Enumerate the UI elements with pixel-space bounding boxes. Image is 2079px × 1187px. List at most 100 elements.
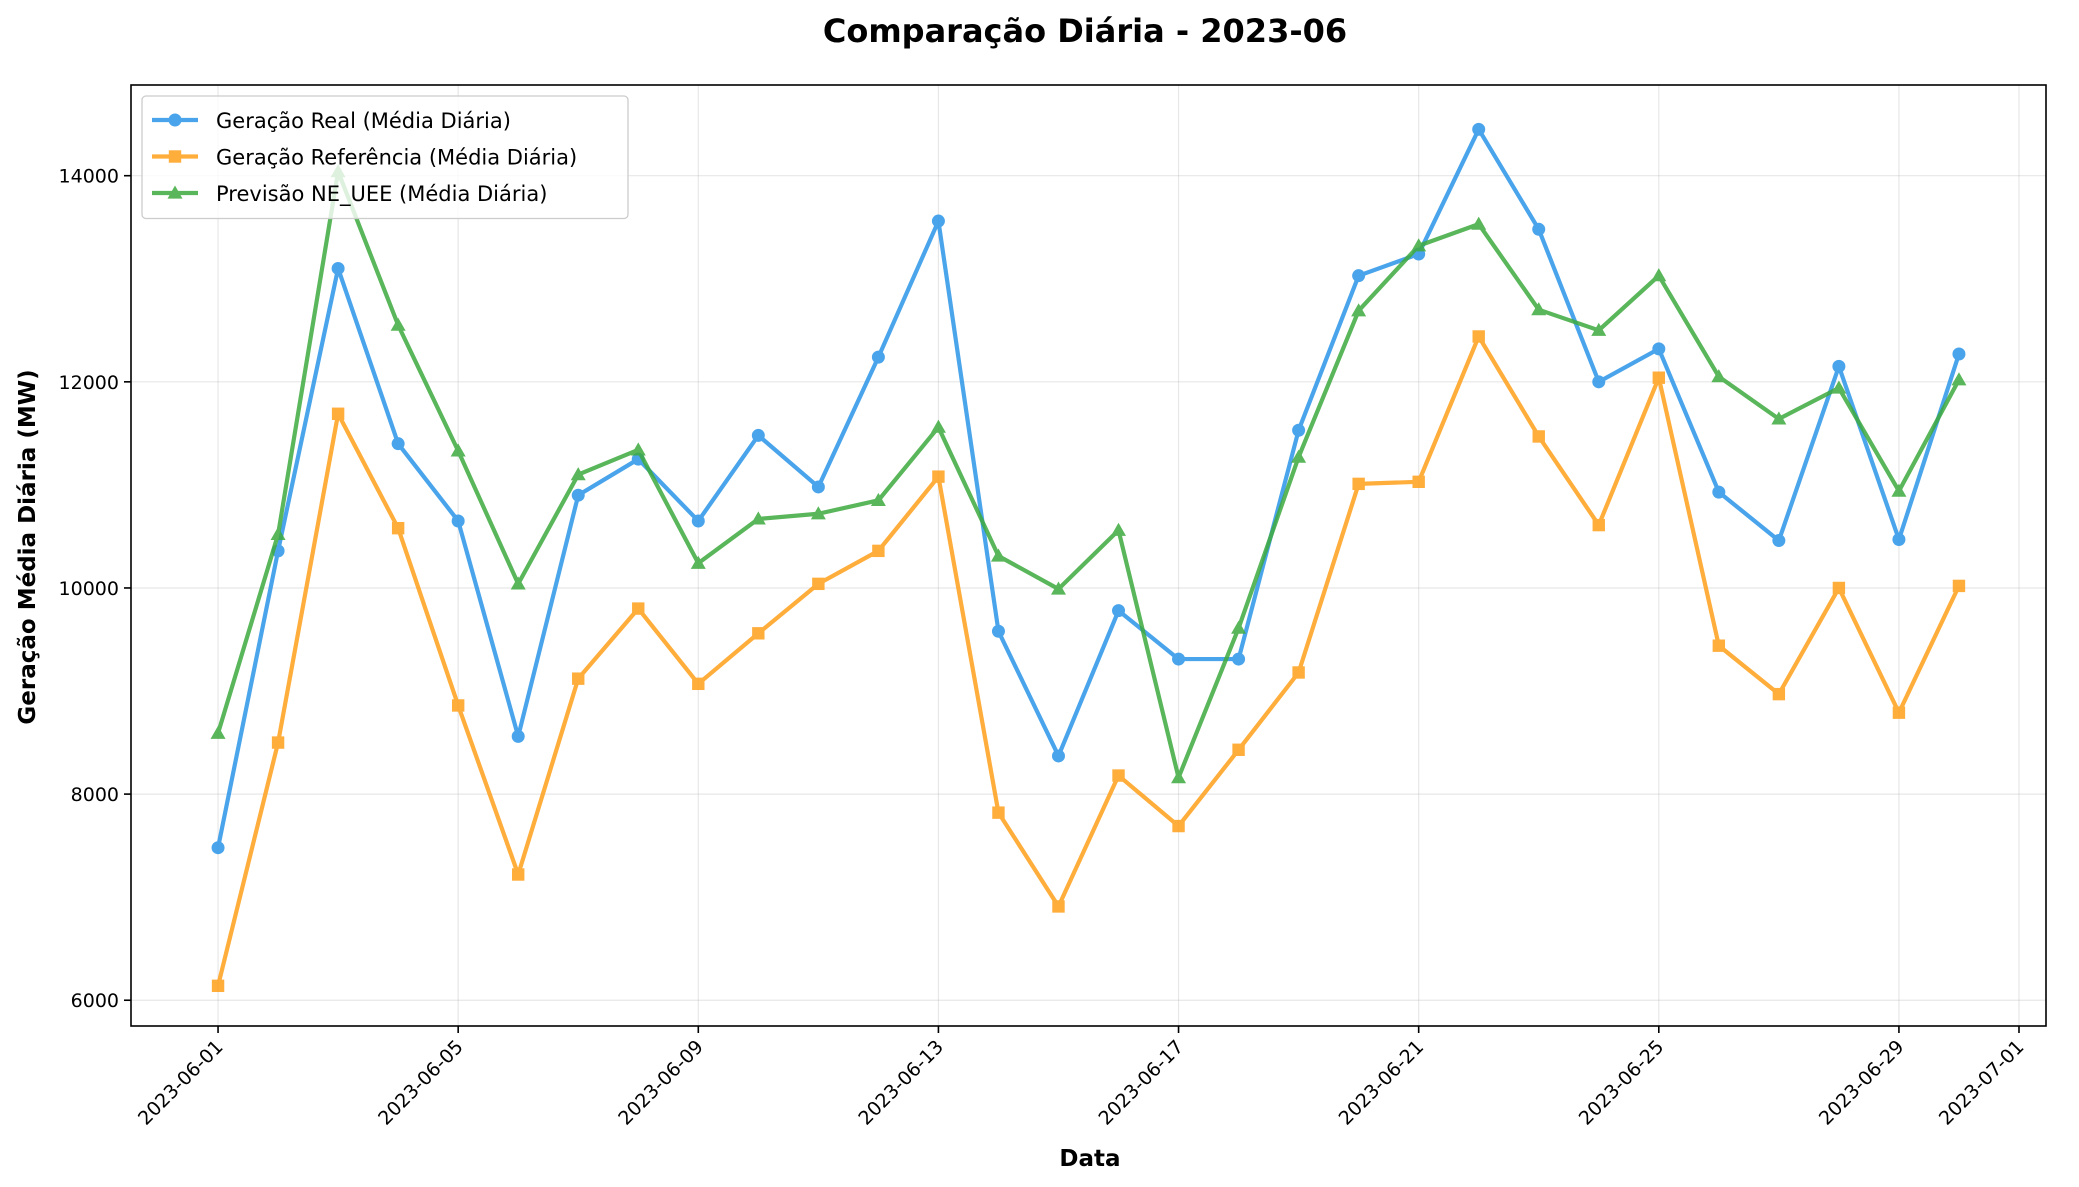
data-point xyxy=(1892,533,1906,547)
data-point xyxy=(211,979,225,993)
chart-title: Comparação Diária - 2023-06 xyxy=(823,12,1347,50)
data-point xyxy=(451,699,465,712)
series-triangle xyxy=(210,164,1967,784)
legend-entry xyxy=(152,113,198,127)
data-point xyxy=(1112,769,1125,782)
data-point xyxy=(1712,639,1726,652)
data-point xyxy=(510,576,526,590)
data-point xyxy=(990,548,1006,562)
data-point xyxy=(1231,620,1247,634)
data-point xyxy=(1592,375,1606,389)
data-point xyxy=(271,736,285,749)
data-point xyxy=(690,555,706,569)
series-line xyxy=(216,169,1961,780)
data-point xyxy=(1172,652,1186,666)
data-point xyxy=(1472,122,1486,136)
data-point xyxy=(1412,475,1425,489)
data-point xyxy=(812,577,825,591)
y-tick-label: 12000 xyxy=(59,372,119,394)
data-point xyxy=(1172,819,1185,833)
data-point xyxy=(571,488,585,502)
y-axis: 6000 8000 10000 12000 14000 xyxy=(59,166,131,1012)
data-point xyxy=(810,506,826,520)
series-line xyxy=(215,127,1961,849)
data-point xyxy=(1592,518,1605,532)
legend: Geração Real (Média Diária) Geração Refer… xyxy=(141,95,629,220)
series-layer xyxy=(210,122,1967,993)
y-tick-label: 6000 xyxy=(71,990,119,1012)
data-point xyxy=(870,492,886,506)
data-point xyxy=(1232,743,1245,756)
data-point xyxy=(1351,303,1367,317)
x-tick-label: 2023-06-25 xyxy=(1575,1036,1669,1130)
data-point xyxy=(572,672,585,685)
data-point xyxy=(991,624,1005,638)
data-point xyxy=(1652,342,1666,356)
data-point xyxy=(1952,347,1966,361)
legend-box xyxy=(141,95,629,220)
data-point xyxy=(1232,652,1246,666)
x-tick-label: 2023-07-01 xyxy=(1935,1036,2029,1130)
data-point xyxy=(512,868,525,881)
data-point xyxy=(750,511,766,525)
data-point xyxy=(1471,216,1487,230)
x-axis-label: Data xyxy=(1059,1146,1120,1172)
data-point xyxy=(1831,380,1847,394)
data-point xyxy=(210,725,226,739)
x-tick-label: 2023-06-17 xyxy=(1094,1036,1188,1130)
legend-label: Geração Real (Média Diária) xyxy=(216,109,511,133)
data-point xyxy=(692,677,705,691)
data-point xyxy=(1772,687,1786,701)
y-tick-label: 14000 xyxy=(59,166,119,188)
data-point xyxy=(1712,485,1726,499)
legend-marker xyxy=(167,185,183,199)
y-tick-label: 10000 xyxy=(59,578,119,600)
data-point xyxy=(391,521,405,535)
data-point xyxy=(1772,534,1786,548)
data-point xyxy=(1352,477,1365,491)
data-point xyxy=(1532,222,1546,236)
data-point xyxy=(752,627,765,640)
legend-label: Geração Referência (Média Diária) xyxy=(216,146,577,170)
data-point xyxy=(1531,302,1547,316)
x-tick-label: 2023-06-13 xyxy=(854,1036,948,1130)
x-tick-label: 2023-06-09 xyxy=(614,1036,708,1130)
data-point xyxy=(931,214,945,228)
series-square xyxy=(211,330,1966,993)
data-point xyxy=(1832,359,1846,373)
data-point xyxy=(391,437,405,451)
x-axis: 2023-06-01 2023-06-05 2023-06-09 2023-06-13… xyxy=(134,1026,2029,1130)
data-point xyxy=(1771,411,1787,425)
data-point xyxy=(1832,581,1846,595)
data-point xyxy=(1411,238,1427,252)
legend-marker xyxy=(168,113,182,127)
y-tick-label: 8000 xyxy=(71,784,119,806)
data-point xyxy=(1292,423,1306,437)
data-point xyxy=(1951,372,1967,386)
data-point xyxy=(1291,449,1307,463)
data-point xyxy=(1952,579,1966,593)
data-point xyxy=(270,526,286,540)
data-point xyxy=(390,317,406,331)
data-point xyxy=(992,806,1005,819)
data-point xyxy=(932,470,945,483)
data-point xyxy=(331,407,345,420)
data-point xyxy=(1111,522,1127,536)
y-axis-label: Geração Média Diária (MW) xyxy=(15,369,41,724)
plot-area-frame xyxy=(130,84,2047,1027)
legend-marker xyxy=(168,150,182,163)
data-point xyxy=(930,419,946,433)
data-point xyxy=(570,467,586,481)
data-point xyxy=(511,729,525,743)
legend-entry xyxy=(152,185,198,199)
x-tick-label: 2023-06-01 xyxy=(134,1036,228,1130)
data-point xyxy=(1651,268,1667,282)
data-point xyxy=(1711,369,1727,383)
legend-label: Previsão NE_UEE (Média Diária) xyxy=(216,182,547,207)
data-point xyxy=(211,841,225,855)
data-point xyxy=(1891,483,1907,497)
grid-lines xyxy=(131,85,2046,1026)
series-line xyxy=(216,334,1961,987)
